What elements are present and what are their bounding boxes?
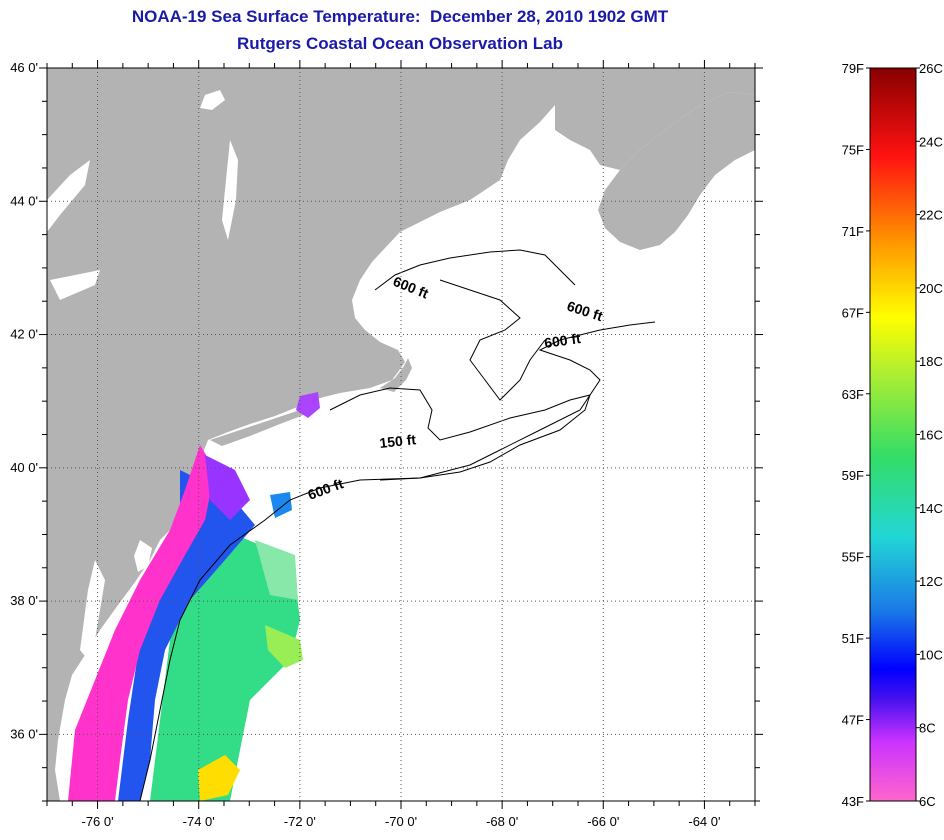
colorbar-celsius-labels: 26C 24C 22C 20C 18C 16C 14C 12C 10C 8C 6C [916, 61, 943, 809]
lon-tick-label: -64 0' [688, 814, 720, 829]
sst-cool-band [118, 470, 255, 801]
delaware-bay [134, 540, 152, 572]
land-mainland [47, 68, 555, 801]
lat-tick-label: 38 0' [10, 593, 38, 608]
colorbar-f-label: 63F [842, 387, 864, 402]
lon-tick-label: -76 0' [82, 814, 114, 829]
lat-tick-label: 36 0' [10, 726, 38, 741]
lon-tick-label: -74 0' [183, 814, 215, 829]
lat-tick-label: 40 0' [10, 460, 38, 475]
land-new-brunswick [555, 68, 755, 170]
colorbar-f-label: 67F [842, 305, 864, 320]
colorbar-f-label: 75F [842, 142, 864, 157]
contour-label: 600 ft [543, 330, 582, 351]
latitude-labels: 46 0' 44 0' 42 0' 40 0' 38 0' 36 0' [10, 60, 38, 741]
chesapeake-bay [80, 560, 105, 660]
colorbar-c-label: 12C [919, 574, 943, 589]
lat-tick-label: 46 0' [10, 60, 38, 75]
sst-purple-fringe [296, 392, 320, 418]
contour-150ft [329, 387, 591, 481]
colorbar-c-label: 10C [919, 647, 943, 662]
inland-lake [47, 160, 90, 232]
contour-600ft [374, 249, 576, 291]
sst-cold-coastal [68, 445, 215, 801]
lon-tick-label: -70 0' [385, 814, 417, 829]
colorbar-c-label: 16C [919, 428, 943, 443]
colorbar-c-label: 20C [919, 281, 943, 296]
sst-offshore-green [265, 625, 303, 668]
sst-offshore-green [255, 540, 298, 600]
colorbar-c-label: 26C [919, 61, 943, 76]
colorbar-c-label: 22C [919, 208, 943, 223]
contour-600ft [139, 321, 656, 801]
colorbar-f-label: 47F [842, 713, 864, 728]
lon-tick-label: -66 0' [587, 814, 619, 829]
lon-tick-label: -72 0' [284, 814, 316, 829]
sst-warm-patch [198, 755, 240, 801]
colorbar-c-label: 14C [919, 501, 943, 516]
colorbar-f-label: 51F [842, 631, 864, 646]
colorbar-f-label: 43F [842, 794, 864, 809]
colorbar-c-label: 18C [919, 354, 943, 369]
land-long-island [210, 404, 318, 446]
land-nova-scotia [598, 92, 755, 250]
lat-tick-label: 44 0' [10, 193, 38, 208]
colorbar-f-label: 59F [842, 468, 864, 483]
colorbar [869, 67, 917, 802]
colorbar-fahrenheit-labels: 79F 75F 71F 67F 63F 59F 55F 51F 47F 43F [842, 61, 870, 809]
figure-title: NOAA-19 Sea Surface Temperature: Decembe… [131, 7, 669, 26]
longitude-labels: -76 0' -74 0' -72 0' -70 0' -68 0' -66 0' -64 … [82, 814, 721, 829]
land-cape-cod [380, 358, 412, 392]
lon-tick-label: -68 0' [486, 814, 518, 829]
lat-tick-label: 42 0' [10, 327, 38, 342]
colorbar-f-label: 71F [842, 224, 864, 239]
colorbar-f-label: 79F [842, 61, 864, 76]
inland-lake [222, 140, 238, 240]
inland-lake [50, 270, 100, 300]
plot-frame [46, 67, 756, 802]
axis-ticks [39, 60, 763, 809]
contour-600ft [439, 279, 546, 401]
inland-lake [200, 90, 225, 110]
colorbar-f-label: 55F [842, 550, 864, 565]
figure-subtitle: Rutgers Coastal Ocean Observation Lab [237, 34, 563, 53]
sst-purple-fringe [205, 455, 250, 520]
colorbar-c-label: 8C [919, 721, 936, 736]
colorbar-c-label: 6C [919, 794, 936, 809]
contour-label: 150 ft [379, 431, 417, 451]
colorbar-c-label: 24C [919, 134, 943, 149]
